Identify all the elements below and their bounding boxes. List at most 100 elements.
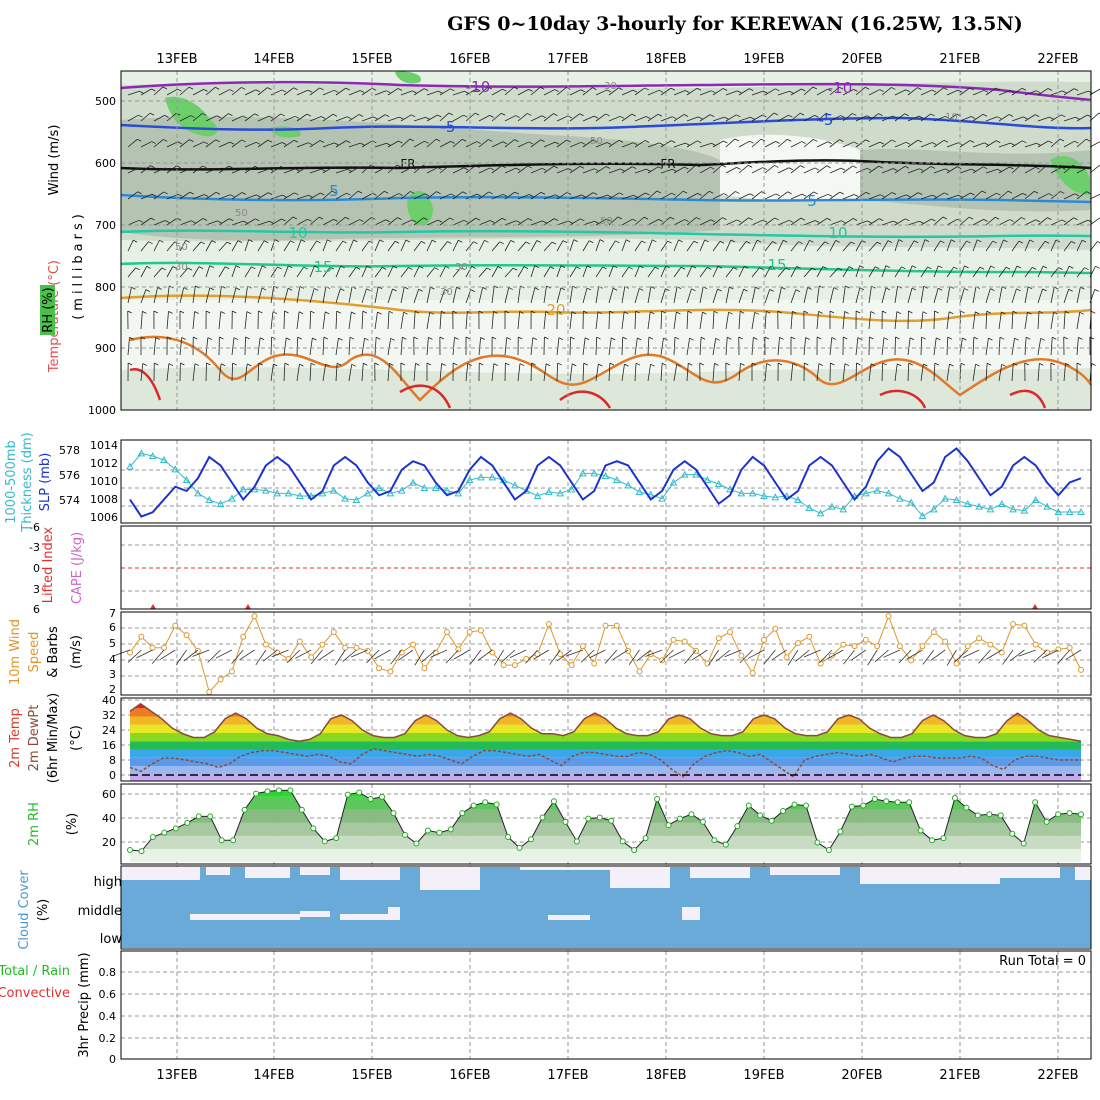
wind-barb: [829, 310, 835, 329]
rh-point: [562, 818, 569, 825]
wind-barb: [699, 362, 704, 382]
data-point: [556, 489, 565, 497]
wind-barb: [1063, 217, 1078, 226]
wind-barb: [517, 113, 532, 122]
data-point: [953, 660, 960, 667]
temperature-panel: [129, 702, 1082, 781]
dewpoint-line: [129, 747, 1081, 778]
wind-barb: [803, 239, 814, 252]
wind-barb: [1063, 140, 1079, 148]
wind-barb: [855, 86, 870, 96]
data-point: [262, 641, 269, 648]
wind-barb: [127, 191, 142, 200]
wind-barb: [205, 362, 211, 382]
data-point: [613, 622, 620, 629]
wind-barb: [244, 239, 253, 252]
wind-barb: [712, 116, 729, 122]
data-point: [183, 632, 190, 639]
data-point: [330, 628, 337, 635]
wind-barb: [127, 337, 134, 356]
data-point: [930, 628, 937, 635]
wind-barb: [907, 168, 924, 174]
wind-barb: [387, 217, 402, 226]
wind-barb: [621, 166, 637, 174]
wind-barb: [400, 167, 416, 174]
wind-barb: [699, 267, 712, 278]
wind-barb: [920, 142, 937, 148]
wind-barb: [322, 166, 338, 174]
wind-barb: [842, 165, 857, 174]
wind-barb: [166, 336, 172, 356]
data-point: [817, 660, 824, 667]
wind-barb: [205, 86, 220, 96]
wind-barb: [530, 287, 539, 304]
wind-barb: [140, 289, 150, 304]
wind-barb: [231, 220, 248, 226]
wind-barb: [153, 310, 159, 330]
data-point: [986, 505, 995, 513]
wind-barb: [465, 165, 480, 174]
rh-point: [757, 812, 764, 819]
wind-barb: [348, 363, 356, 382]
wind-barb: [1037, 116, 1054, 122]
wind-barb: [673, 336, 680, 356]
wind-barb: [595, 363, 603, 382]
wind-barb: [959, 362, 966, 382]
rh-point: [631, 847, 638, 854]
wind-barb: [621, 311, 629, 330]
wind-barb: [309, 168, 326, 174]
data-point: [918, 511, 927, 519]
wind-barb: [842, 113, 857, 122]
wind-barb: [907, 220, 924, 226]
cape-frame: [120, 525, 1092, 610]
wind-barb: [1076, 362, 1082, 381]
wind-barb: [400, 362, 406, 382]
wind-barb: [556, 139, 571, 148]
wind-barb: [634, 240, 646, 252]
wind-barb: [985, 362, 992, 382]
data-point: [1009, 505, 1017, 513]
wind-barb: [509, 649, 527, 658]
wind-barb: [244, 336, 250, 356]
wind-barb: [335, 116, 352, 122]
data-point: [138, 633, 145, 640]
date-label: 15FEB: [351, 52, 392, 67]
contour-label: FR: [660, 157, 675, 171]
wind-barb: [478, 310, 484, 330]
wind-barb: [621, 89, 638, 96]
wind-barb: [218, 218, 234, 226]
wind-barb: [413, 193, 429, 200]
wind-barb: [244, 89, 260, 96]
wind-barb: [1063, 363, 1070, 382]
wind-barb: [322, 190, 337, 200]
contour-label: 5: [807, 192, 817, 210]
wind-barb: [660, 240, 672, 252]
wind-barb: [608, 192, 624, 200]
wind-barb: [127, 286, 136, 304]
wind-barb: [764, 88, 780, 96]
data-point: [1054, 507, 1063, 515]
wind-barb: [634, 87, 649, 96]
wind-barb: [582, 287, 592, 304]
wind-barb: [881, 192, 897, 200]
cloud-clear: [610, 867, 670, 888]
wind-barb: [881, 220, 898, 226]
rh-point: [379, 793, 386, 800]
wind-barb: [1009, 649, 1025, 662]
data-point: [511, 662, 518, 669]
wind-barb: [816, 266, 827, 278]
cloud-clear: [690, 867, 750, 878]
wind-barb: [883, 649, 901, 658]
wind-barb: [257, 287, 267, 304]
wind-barb: [816, 311, 823, 330]
wind-barb: [231, 310, 237, 330]
wind-barb: [972, 113, 988, 122]
rh-point: [1066, 810, 1073, 817]
wind-barb: [1037, 140, 1053, 148]
wind-barb: [127, 267, 140, 278]
y-axis-label: (°C): [69, 725, 84, 751]
data-point: [239, 485, 248, 493]
wind-barb: [159, 649, 176, 660]
wind-barb: [1024, 311, 1032, 330]
rh-point: [894, 799, 901, 806]
